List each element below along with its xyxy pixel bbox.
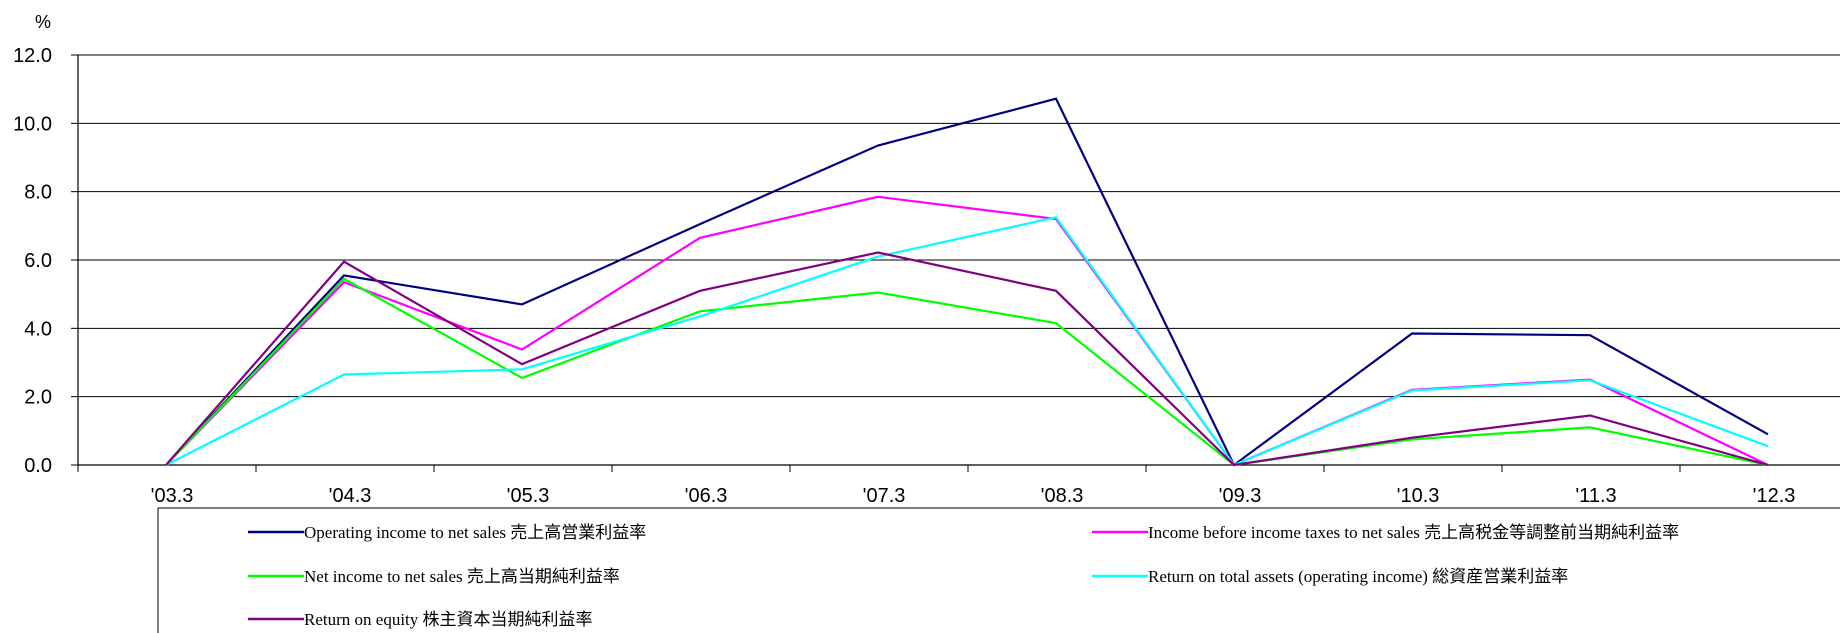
y-tick-label: 4.0: [24, 318, 52, 340]
gridlines: [78, 54, 1840, 398]
legend-entry-label: Income before income taxes to net sales …: [1148, 523, 1679, 542]
x-tick-label: '04.3: [329, 485, 372, 507]
y-unit-label: %: [35, 12, 51, 32]
axes: %: [35, 12, 1840, 472]
y-tick-label: 8.0: [24, 182, 52, 204]
y-tick-label: 2.0: [24, 387, 52, 409]
legend-entry-label: Return on equity 株主資本当期純利益率: [304, 610, 593, 629]
x-tick-label: '10.3: [1397, 485, 1440, 507]
y-tick-label: 6.0: [24, 250, 52, 272]
legend: Operating income to net sales 売上高営業利益率 In…: [157, 507, 1840, 633]
series-line: [165, 251, 1769, 467]
x-tick-label: '05.3: [507, 485, 550, 507]
series-line: [165, 216, 1769, 467]
y-tick-label: 0.0: [24, 455, 52, 477]
series-lines: [165, 97, 1769, 467]
series-line: [165, 97, 1769, 467]
x-tick-label: '12.3: [1753, 485, 1796, 507]
x-tick-label: '06.3: [685, 485, 728, 507]
x-tick-label: '03.3: [151, 485, 194, 507]
legend-entry-label: Net income to net sales 売上高当期純利益率: [304, 567, 620, 586]
series-line: [165, 277, 1769, 467]
x-tick-label: '11.3: [1575, 485, 1616, 507]
x-tick-label: '09.3: [1219, 485, 1262, 507]
x-tick-label: '07.3: [863, 485, 906, 507]
x-tick-label: '08.3: [1041, 485, 1084, 507]
x-tick-labels: '03.3 '04.3 '05.3 '06.3 '07.3 '08.3 '09.3 '10.3…: [151, 485, 1796, 507]
legend-entry-label: Operating income to net sales 売上高営業利益率: [304, 523, 646, 542]
y-tick-label: 12.0: [13, 45, 52, 67]
y-tick-labels: 0.0 2.0 4.0 6.0 8.0 10.0 12.0: [13, 45, 52, 477]
legend-entry-label: Return on total assets (operating income…: [1148, 567, 1568, 586]
y-tick-label: 10.0: [13, 113, 52, 135]
